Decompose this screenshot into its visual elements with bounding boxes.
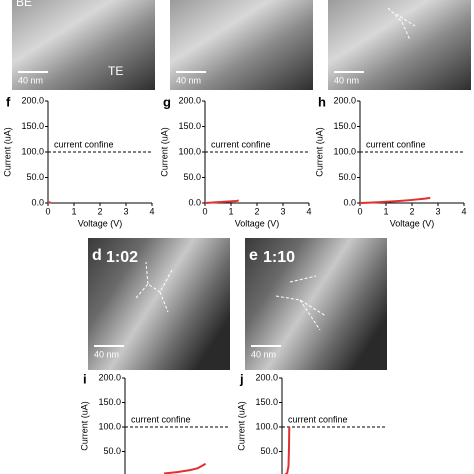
panel-label: j: [239, 371, 244, 386]
image-label: BE: [16, 0, 32, 9]
x-tick-label: 2: [409, 206, 414, 216]
panel-label: d: [92, 247, 102, 264]
y-tick-label: 100.0: [333, 146, 356, 156]
y-axis-title: Current (uA): [2, 127, 12, 177]
annotation: current confine: [288, 414, 348, 424]
y-tick-label: 0.0: [343, 197, 356, 207]
y-tick-label: 150.0: [21, 121, 44, 131]
y-tick-label: 100.0: [178, 146, 201, 156]
scale-label: 40 nm: [18, 75, 43, 85]
x-tick-label: 3: [280, 206, 285, 216]
data-line: [47, 201, 51, 204]
tem-image: BE TE 40 nm: [12, 0, 155, 90]
x-axis-title: Voltage (V): [78, 218, 123, 228]
annotation: current confine: [131, 414, 191, 424]
panel-label: i: [83, 371, 87, 386]
y-axis-title: Current (uA): [79, 401, 89, 451]
x-axis-title: Voltage (V): [235, 218, 280, 228]
y-tick-label: 200.0: [21, 95, 44, 105]
tem-image: 40 nm: [170, 0, 313, 90]
x-tick-label: 2: [254, 206, 259, 216]
annotation: current confine: [211, 139, 271, 149]
y-tick-label: 0.0: [188, 197, 201, 207]
scale-label: 40 nm: [334, 75, 359, 85]
y-tick-label: 200.0: [333, 95, 356, 105]
time-label: 1:10: [263, 249, 295, 266]
x-tick-label: 0: [357, 206, 362, 216]
time-label: 1:02: [106, 249, 138, 266]
scale-label: 40 nm: [251, 349, 276, 359]
panel-label: f: [6, 94, 11, 109]
x-tick-label: 1: [383, 206, 388, 216]
x-tick-label: 2: [97, 206, 102, 216]
y-tick-label: 50.0: [103, 446, 121, 456]
annotation: current confine: [54, 139, 114, 149]
y-tick-label: 200.0: [255, 372, 278, 382]
y-tick-label: 100.0: [98, 421, 121, 431]
panel-label: e: [249, 247, 258, 264]
x-tick-label: 3: [435, 206, 440, 216]
x-tick-label: 4: [149, 206, 154, 216]
y-tick-label: 50.0: [260, 446, 278, 456]
panel-label: h: [318, 94, 326, 109]
x-tick-label: 4: [461, 206, 466, 216]
y-tick-label: 100.0: [21, 146, 44, 156]
y-tick-label: 50.0: [26, 172, 44, 182]
scale-label: 40 nm: [176, 75, 201, 85]
x-tick-label: 1: [71, 206, 76, 216]
y-axis-title: Current (uA): [159, 127, 169, 177]
y-tick-label: 150.0: [255, 397, 278, 407]
y-tick-label: 50.0: [338, 172, 356, 182]
y-axis-title: Current (uA): [236, 401, 246, 451]
data-line: [163, 462, 207, 474]
x-tick-label: 0: [202, 206, 207, 216]
annotation: current confine: [366, 139, 426, 149]
data-line: [359, 196, 431, 204]
data-line: [284, 426, 291, 474]
x-tick-label: 1: [228, 206, 233, 216]
y-tick-label: 100.0: [255, 421, 278, 431]
y-tick-label: 200.0: [98, 372, 121, 382]
x-tick-label: 3: [123, 206, 128, 216]
data-line: [204, 199, 239, 204]
y-tick-label: 150.0: [333, 121, 356, 131]
tem-image: e 1:10 40 nm: [245, 238, 387, 370]
x-axis-title: Voltage (V): [390, 218, 435, 228]
tem-image: d 1:02 40 nm: [88, 238, 230, 370]
tem-image: 40 nm: [328, 0, 471, 90]
scale-label: 40 nm: [94, 349, 119, 359]
x-tick-label: 0: [45, 206, 50, 216]
y-tick-label: 150.0: [98, 397, 121, 407]
y-tick-label: 200.0: [178, 95, 201, 105]
x-tick-label: 4: [306, 206, 311, 216]
panel-label: g: [163, 94, 171, 109]
y-tick-label: 0.0: [31, 197, 44, 207]
image-label: TE: [108, 64, 123, 78]
y-tick-label: 50.0: [183, 172, 201, 182]
y-tick-label: 150.0: [178, 121, 201, 131]
y-axis-title: Current (uA): [314, 127, 324, 177]
